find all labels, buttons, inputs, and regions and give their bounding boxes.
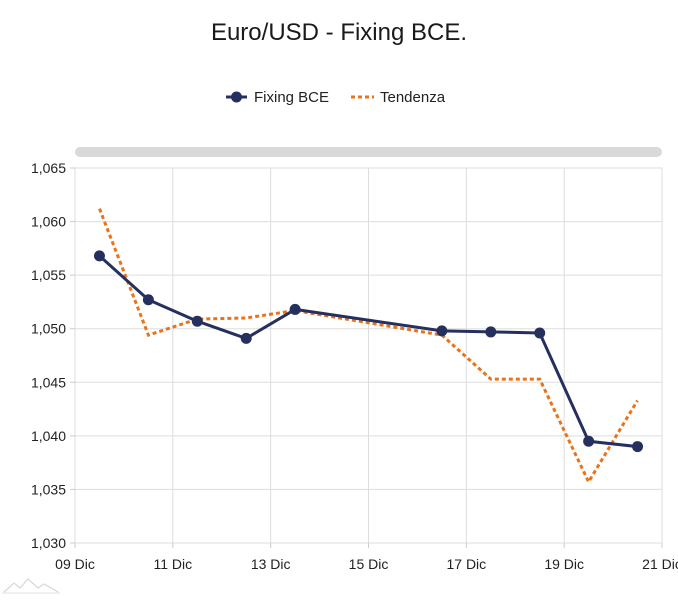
legend-item-fixing-bce[interactable]: Fixing BCE — [226, 89, 329, 106]
y-tick-label: 1,030 — [31, 535, 66, 551]
y-tick-label: 1,045 — [31, 374, 66, 390]
series-line-fixing-bce — [98, 254, 638, 449]
legend-item-tendenza[interactable]: Tendenza — [351, 89, 446, 106]
mountain-logo-icon — [2, 578, 60, 594]
data-point-fixing-bce[interactable] — [534, 327, 546, 339]
y-tick-label: 1,040 — [31, 428, 66, 444]
scrollbar-track[interactable] — [75, 147, 662, 157]
data-point-fixing-bce[interactable] — [436, 325, 448, 337]
legend-marker-fixing-bce — [231, 91, 242, 103]
data-point-fixing-bce[interactable] — [191, 315, 203, 327]
x-tick-label: 11 Dic — [154, 556, 193, 572]
data-point-fixing-bce[interactable] — [289, 303, 301, 315]
data-point-fixing-bce[interactable] — [142, 294, 154, 306]
y-tick-label: 1,050 — [31, 321, 66, 337]
y-tick-label: 1,065 — [31, 160, 66, 176]
legend-label-fixing-bce: Fixing BCE — [254, 89, 329, 106]
series-layer — [93, 208, 644, 486]
x-tick-label: 15 Dic — [349, 556, 389, 572]
series-line-tendenza — [98, 208, 639, 486]
data-point-fixing-bce[interactable] — [583, 435, 595, 447]
x-tick-label: 19 Dic — [544, 556, 584, 572]
y-tick-label: 1,060 — [31, 214, 66, 230]
x-tick-label: 17 Dic — [446, 556, 486, 572]
grid — [74, 167, 663, 544]
legend: Fixing BCE Tendenza — [226, 89, 446, 106]
chart-title: Euro/USD - Fixing BCE. — [211, 19, 467, 46]
data-point-fixing-bce[interactable] — [485, 326, 497, 338]
data-point-fixing-bce[interactable] — [240, 332, 252, 344]
x-tick-label: 21 Dic — [642, 556, 678, 572]
y-tick-label: 1,035 — [31, 481, 66, 497]
data-point-fixing-bce[interactable] — [632, 441, 644, 453]
axes: 1,030 1,035 1,040 1,045 1,050 1,055 1,060 1,065… — [31, 160, 678, 572]
x-tick-label: 09 Dic — [55, 556, 95, 572]
legend-label-tendenza: Tendenza — [380, 89, 446, 106]
x-tick-label: 13 Dic — [251, 556, 291, 572]
data-point-fixing-bce[interactable] — [93, 250, 105, 262]
y-tick-label: 1,055 — [31, 267, 66, 283]
